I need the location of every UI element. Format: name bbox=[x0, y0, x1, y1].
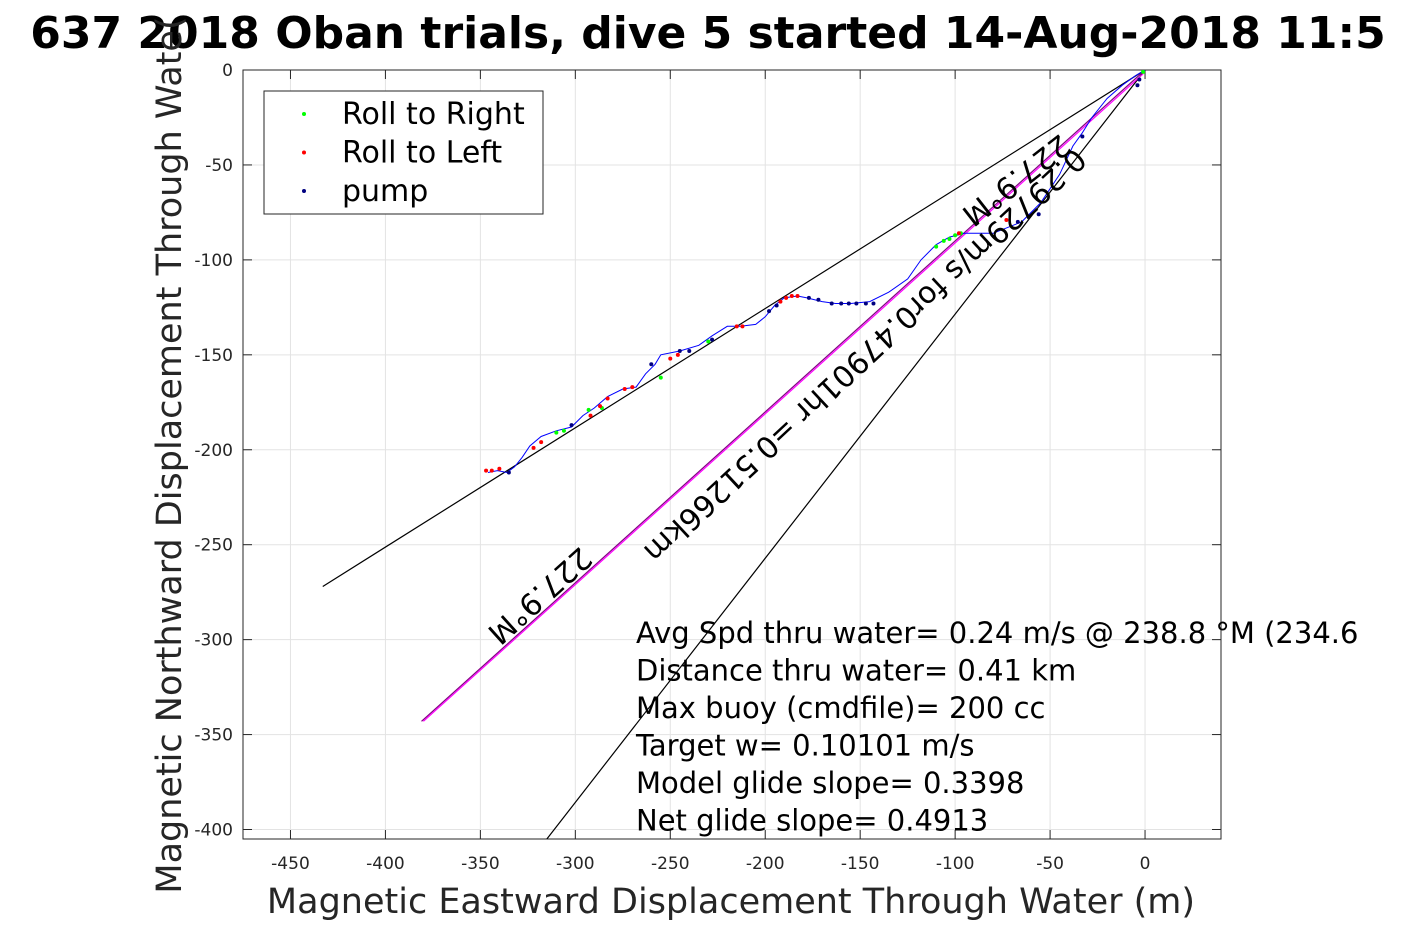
x-tick-label: -300 bbox=[556, 854, 595, 874]
legend-marker bbox=[302, 189, 306, 193]
pump-point bbox=[871, 301, 876, 306]
stat-line: Max buoy (cmdfile)= 200 cc bbox=[636, 691, 1045, 725]
roll-left-point bbox=[531, 445, 536, 450]
y-tick-label: -250 bbox=[194, 536, 233, 556]
roll-left-point bbox=[1004, 218, 1009, 223]
x-tick-label: -50 bbox=[1036, 854, 1064, 874]
y-axis-ticks: 0 -50 -100 -150 -200 -250 -300 -350 -400 bbox=[194, 61, 1221, 841]
y-tick-label: -100 bbox=[194, 251, 233, 271]
x-tick-label: -450 bbox=[271, 854, 310, 874]
roll-left-point bbox=[740, 324, 745, 329]
pump-point bbox=[767, 309, 772, 314]
pump-point bbox=[569, 423, 574, 428]
legend-box bbox=[263, 90, 544, 215]
y-tick-label: -150 bbox=[194, 346, 233, 366]
roll-right-point bbox=[554, 430, 559, 435]
pump-point bbox=[649, 362, 654, 367]
stat-line: Avg Spd thru water= 0.24 m/s @ 238.8 °M … bbox=[636, 616, 1358, 650]
pump-point bbox=[687, 349, 692, 354]
reference-line bbox=[546, 70, 1146, 839]
pump-point bbox=[829, 301, 834, 306]
pump-point bbox=[1015, 219, 1020, 224]
pump-point bbox=[774, 303, 779, 308]
roll-left-point bbox=[795, 293, 800, 298]
stat-line: Model glide slope= 0.3398 bbox=[636, 766, 1024, 800]
pump-point bbox=[1080, 134, 1085, 139]
pump-point bbox=[677, 349, 682, 354]
legend-label: Roll to Right bbox=[342, 97, 525, 132]
pump-point bbox=[1036, 212, 1041, 217]
y-tick-label: -400 bbox=[194, 821, 233, 841]
roll-right-point bbox=[947, 236, 952, 241]
roll-left-point bbox=[497, 466, 502, 471]
roll-left-point bbox=[668, 356, 673, 361]
chart-title: 637 2018 Oban trials, dive 5 started 14-… bbox=[30, 8, 1386, 59]
y-tick-label: -200 bbox=[194, 441, 233, 461]
roll-left-point bbox=[778, 299, 783, 304]
stat-line: Distance thru water= 0.41 km bbox=[636, 654, 1076, 688]
stats-block: Avg Spd thru water= 0.24 m/s @ 238.8 °M … bbox=[635, 616, 1358, 838]
roll-right-point bbox=[658, 375, 663, 380]
roll-left-point bbox=[539, 440, 544, 445]
roll-left-point bbox=[598, 404, 603, 409]
roll-right-point bbox=[706, 339, 711, 344]
reference-lines bbox=[322, 70, 1146, 839]
x-tick-label: -400 bbox=[366, 854, 405, 874]
roll-left-point bbox=[605, 396, 610, 401]
x-tick-label: 0 bbox=[1140, 854, 1151, 874]
y-tick-label: 0 bbox=[222, 61, 233, 81]
x-tick-label: -250 bbox=[651, 854, 690, 874]
roll-left-point bbox=[588, 413, 593, 418]
plot-frame bbox=[242, 69, 1222, 840]
pump-point bbox=[1137, 77, 1142, 82]
pump-point bbox=[1135, 83, 1140, 88]
x-tick-label: -200 bbox=[746, 854, 785, 874]
legend-marker bbox=[302, 112, 306, 116]
x-axis-ticks: -450 -400 -350 -300 -250 -200 -150 -100 -50 0 bbox=[271, 70, 1150, 874]
roll-left-point bbox=[484, 468, 489, 473]
pump-point bbox=[846, 301, 851, 306]
pump-point bbox=[506, 470, 511, 475]
y-tick-label: -350 bbox=[194, 726, 233, 746]
roll-right-point bbox=[561, 428, 566, 433]
x-tick-label: -350 bbox=[461, 854, 500, 874]
roll-left-point bbox=[622, 386, 627, 391]
stat-line: Net glide slope= 0.4913 bbox=[636, 804, 988, 838]
x-axis-label: Magnetic Eastward Displacement Through W… bbox=[267, 882, 1195, 922]
x-tick-label: -150 bbox=[841, 854, 880, 874]
y-tick-label: -50 bbox=[205, 156, 233, 176]
reference-line bbox=[421, 70, 1146, 722]
pump-point bbox=[854, 301, 859, 306]
legend-label: Roll to Left bbox=[342, 136, 502, 171]
y-axis-label: Magnetic Northward Displacement Through … bbox=[150, 16, 190, 893]
legend-marker bbox=[302, 150, 306, 155]
roll-left-point bbox=[956, 231, 961, 236]
pump-point bbox=[806, 295, 811, 300]
x-tick-label: -100 bbox=[936, 854, 975, 874]
roll-left-point bbox=[630, 385, 635, 390]
data-markers bbox=[484, 70, 1146, 475]
roll-right-point bbox=[1141, 70, 1146, 74]
pump-point bbox=[816, 297, 821, 302]
roll-left-point bbox=[489, 468, 494, 473]
y-tick-label: -300 bbox=[194, 631, 233, 651]
reference-line bbox=[423, 73, 1144, 722]
pump-point bbox=[839, 301, 844, 306]
roll-right-point bbox=[941, 238, 946, 243]
roll-right-point bbox=[586, 407, 591, 412]
roll-left-point bbox=[789, 293, 794, 298]
roll-right-point bbox=[934, 244, 939, 249]
roll-left-point bbox=[784, 295, 789, 300]
roll-right-point bbox=[953, 233, 958, 238]
roll-left-point bbox=[734, 324, 739, 329]
legend-label: pump bbox=[342, 174, 428, 209]
pump-point bbox=[863, 301, 868, 306]
reference-line bbox=[322, 70, 1146, 587]
roll-left-point bbox=[675, 352, 680, 357]
pump-point bbox=[710, 337, 715, 342]
stat-line: Target w= 0.10101 m/s bbox=[635, 729, 974, 763]
plot-area bbox=[242, 69, 1222, 840]
